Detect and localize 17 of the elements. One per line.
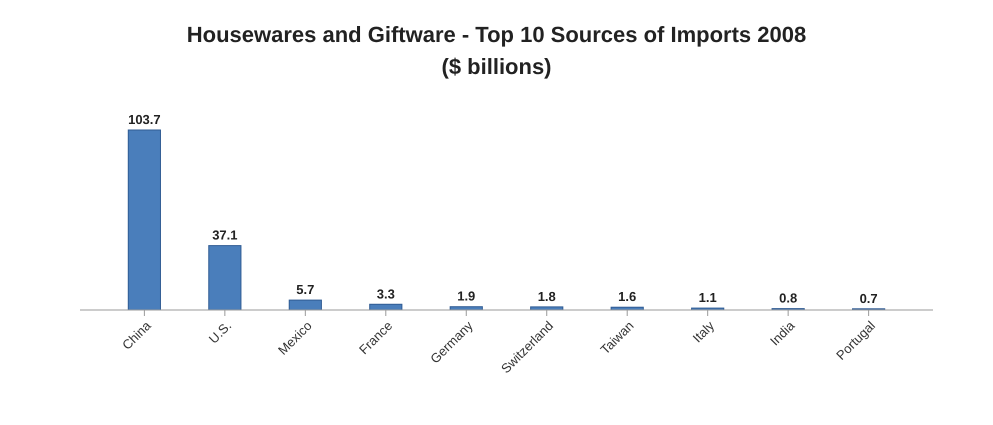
bar [288, 300, 322, 310]
data-label: 1.8 [538, 288, 556, 304]
x-tick-label: U.S. [206, 318, 234, 346]
bar [128, 130, 161, 310]
data-label: 1.1 [698, 290, 717, 306]
data-label: 1.6 [618, 289, 636, 304]
data-label: 37.1 [212, 228, 238, 243]
data-label: 5.7 [296, 282, 314, 298]
data-label: 3.3 [376, 286, 395, 302]
chart-subtitle: ($ billions) [442, 54, 552, 79]
data-label: 103.7 [128, 112, 161, 127]
bar [208, 245, 242, 310]
data-label: 0.8 [779, 290, 798, 306]
data-label: 0.7 [860, 290, 878, 306]
data-label: 1.9 [457, 288, 476, 304]
x-tick-label: Italy [690, 318, 718, 346]
chart-title: Housewares and Giftware - Top 10 Sources of Imports 2008 [186, 22, 806, 47]
